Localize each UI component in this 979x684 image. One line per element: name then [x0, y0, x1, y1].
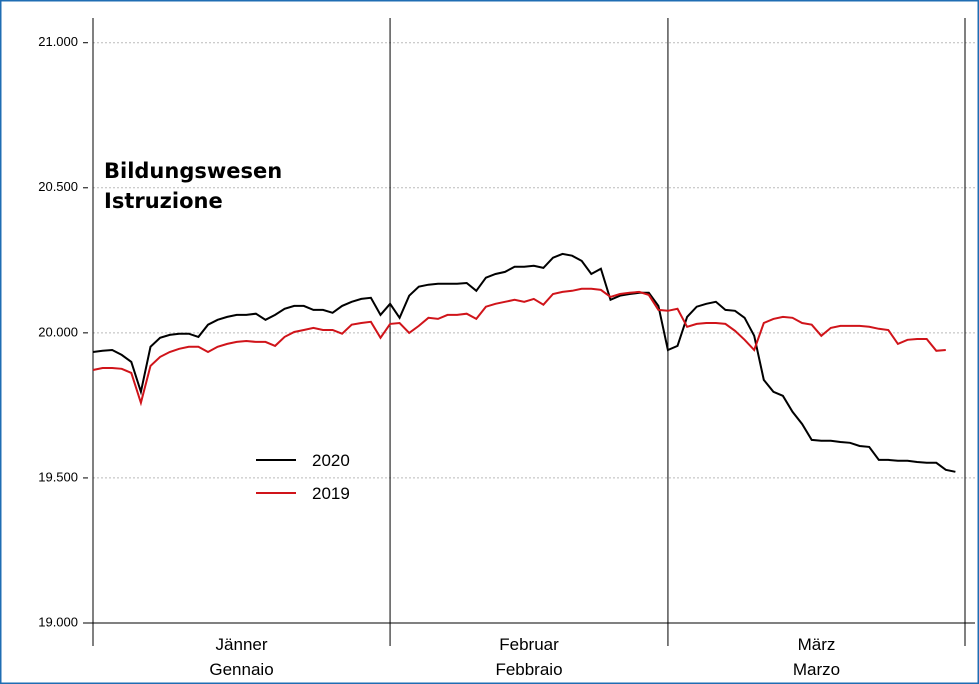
y-tick-label: 21.000	[38, 34, 78, 49]
y-tick-label: 19.000	[38, 614, 78, 629]
chart-title: Bildungswesen	[104, 159, 282, 183]
legend-label: 2020	[312, 451, 350, 470]
y-tick-label: 19.500	[38, 469, 78, 484]
x-tick-label: Jänner	[216, 635, 268, 654]
x-tick-label: Februar	[499, 635, 559, 654]
legend-label: 2019	[312, 484, 350, 503]
x-tick-label: Gennaio	[209, 660, 273, 679]
y-tick-label: 20.500	[38, 179, 78, 194]
series-line	[92, 287, 946, 407]
x-tick-label: Febbraio	[495, 660, 562, 679]
chart-title: Istruzione	[104, 189, 223, 213]
x-tick-label: März	[798, 635, 836, 654]
x-tick-label: Marzo	[793, 660, 840, 679]
y-tick-label: 20.000	[38, 324, 78, 339]
series-line	[92, 252, 956, 473]
